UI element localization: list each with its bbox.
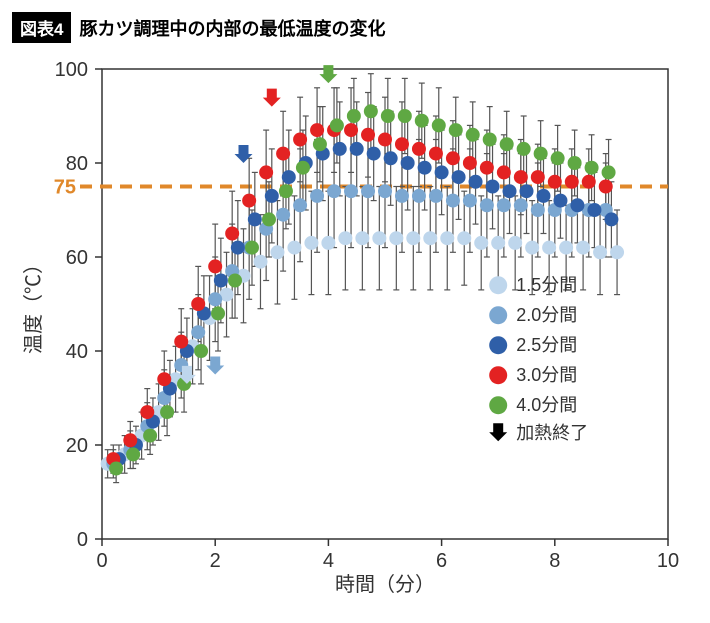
- svg-text:60: 60: [66, 247, 88, 269]
- svg-text:2.0分間: 2.0分間: [516, 305, 577, 325]
- svg-text:100: 100: [55, 59, 88, 81]
- svg-text:4.0分間: 4.0分間: [516, 395, 577, 415]
- figure-tag: 図表4: [12, 12, 71, 43]
- svg-text:1.5分間: 1.5分間: [516, 275, 577, 295]
- svg-text:6: 6: [436, 550, 447, 572]
- figure-title: 豚カツ調理中の内部の最低温度の変化: [79, 15, 385, 41]
- svg-text:0: 0: [77, 529, 88, 551]
- svg-text:2.5分間: 2.5分間: [516, 335, 577, 355]
- svg-text:80: 80: [66, 153, 88, 175]
- svg-text:時間（分）: 時間（分）: [335, 573, 435, 596]
- svg-text:8: 8: [549, 550, 560, 572]
- svg-text:0: 0: [96, 550, 107, 572]
- svg-text:加熱終了: 加熱終了: [516, 423, 588, 443]
- svg-text:40: 40: [66, 341, 88, 363]
- svg-text:温度（℃）: 温度（℃）: [22, 254, 45, 354]
- svg-text:4: 4: [323, 550, 334, 572]
- temperature-chart: 024681002040608010075時間（分）温度（℃）1.5分間2.0分…: [12, 49, 698, 609]
- svg-text:20: 20: [66, 435, 88, 457]
- svg-text:75: 75: [54, 177, 76, 199]
- svg-text:2: 2: [210, 550, 221, 572]
- svg-text:3.0分間: 3.0分間: [516, 365, 577, 385]
- svg-text:10: 10: [657, 550, 679, 572]
- figure-header: 図表4 豚カツ調理中の内部の最低温度の変化: [12, 12, 698, 43]
